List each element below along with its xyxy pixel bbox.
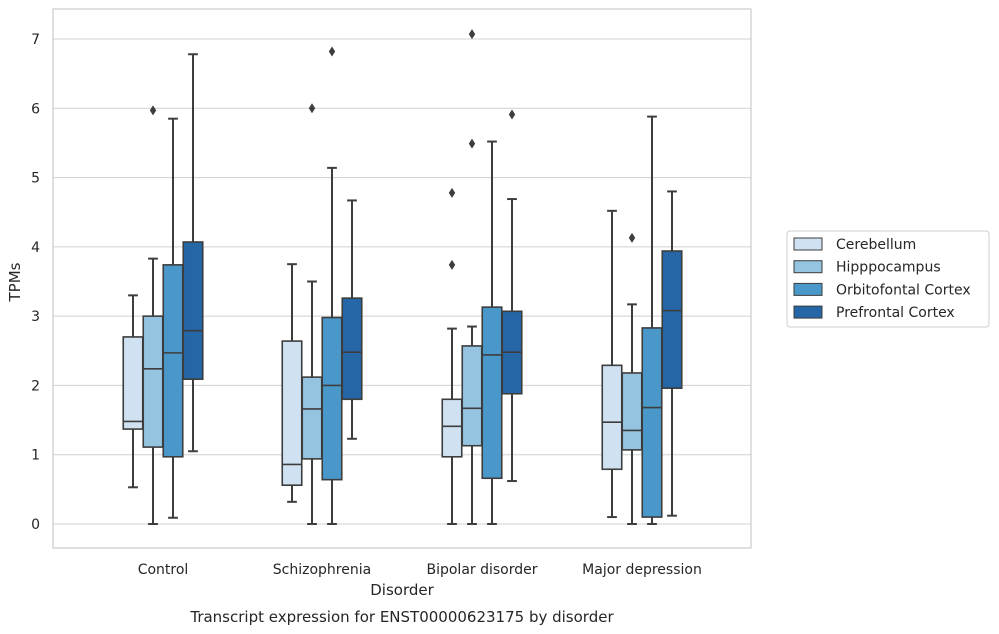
y-tick-label: 0 — [31, 517, 40, 533]
box-1-1 — [301, 103, 323, 525]
iqr-box — [301, 376, 323, 460]
box-0-1 — [142, 105, 164, 525]
box-1-2 — [321, 46, 343, 525]
legend-swatch — [793, 282, 823, 296]
outlier-point — [628, 232, 636, 243]
box-3-3 — [661, 190, 683, 517]
outlier-point — [328, 46, 336, 57]
iqr-box — [142, 315, 164, 448]
x-tick-label: Schizophrenia — [273, 562, 371, 578]
box-2-2 — [481, 140, 503, 525]
x-axis-ticks: Control Schizophrenia Bipolar disorder Majo… — [138, 562, 702, 578]
iqr-box — [641, 327, 663, 518]
x-tick-label: Bipolar disorder — [426, 562, 537, 578]
legend-swatch — [793, 260, 823, 274]
y-tick-label: 4 — [31, 240, 40, 256]
iqr-box — [122, 336, 144, 430]
box-0-2 — [162, 117, 184, 519]
y-tick-label: 1 — [31, 448, 40, 464]
iqr-box — [661, 250, 683, 389]
y-tick-label: 7 — [31, 32, 40, 48]
iqr-box — [341, 297, 363, 401]
outlier-point — [448, 259, 456, 270]
iqr-box — [601, 364, 623, 471]
legend-label: Orbitofontal Cortex — [836, 282, 971, 298]
box-0-3 — [182, 53, 204, 453]
legend-frame — [786, 230, 990, 328]
box-3-2 — [641, 115, 663, 525]
box-1-0 — [281, 263, 303, 503]
outlier-point — [468, 29, 476, 40]
legend-label: Cerebellum — [836, 237, 916, 253]
y-tick-label: 3 — [31, 309, 40, 325]
box-3-1 — [621, 232, 643, 525]
legend-swatch — [793, 237, 823, 251]
outlier-point — [508, 109, 516, 120]
iqr-box — [182, 241, 204, 380]
outlier-point — [468, 138, 476, 149]
y-axis-ticks: 0 1 2 3 4 5 6 7 — [31, 32, 40, 533]
y-tick-label: 6 — [31, 101, 40, 117]
box-plots — [122, 29, 683, 525]
y-tick-label: 2 — [31, 378, 40, 394]
plot-frame — [52, 8, 752, 549]
iqr-box — [621, 372, 643, 451]
y-axis-label: TPMs — [6, 262, 24, 302]
legend-label: Prefrontal Cortex — [836, 305, 955, 321]
box-0-0 — [122, 294, 144, 489]
legend-swatch — [793, 305, 823, 319]
x-tick-label: Major depression — [582, 562, 702, 578]
iqr-box — [281, 340, 303, 487]
legend-label: Hipppocampus — [836, 260, 941, 276]
y-tick-label: 5 — [31, 171, 40, 187]
iqr-box — [461, 345, 483, 447]
box-3-0 — [601, 209, 623, 519]
outlier-point — [149, 105, 157, 116]
x-tick-label: Control — [138, 562, 189, 578]
iqr-box — [162, 264, 184, 458]
iqr-box — [481, 306, 503, 480]
chart-title: Transcript expression for ENST0000062317… — [189, 608, 614, 626]
legend: Cerebellum Hipppocampus Orbitofontal Corte… — [786, 230, 990, 328]
outlier-point — [308, 103, 316, 114]
box-1-3 — [341, 199, 363, 440]
outlier-point — [448, 187, 456, 198]
box-2-0 — [441, 187, 463, 525]
x-axis-label: Disorder — [370, 581, 434, 599]
box-2-3 — [501, 109, 523, 483]
iqr-box — [321, 316, 343, 481]
iqr-box — [441, 398, 463, 458]
box-2-1 — [461, 29, 483, 525]
